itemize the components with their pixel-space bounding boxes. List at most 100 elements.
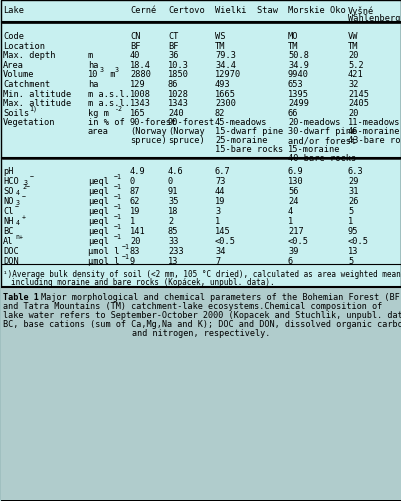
Text: <0.5: <0.5	[287, 237, 308, 246]
Text: μeql: μeql	[88, 217, 109, 226]
Text: 1343: 1343	[168, 99, 188, 108]
Text: 87: 87	[130, 187, 140, 196]
Text: (Norway: (Norway	[130, 127, 166, 136]
Text: Certovo: Certovo	[168, 6, 204, 15]
Text: 1850: 1850	[168, 70, 188, 79]
Text: 15-dwarf pine: 15-dwarf pine	[215, 127, 283, 136]
Text: 1395: 1395	[287, 89, 308, 98]
Text: ha: ha	[88, 61, 98, 70]
Text: 1: 1	[287, 217, 292, 226]
Text: −1: −1	[114, 204, 122, 210]
Text: μeql: μeql	[88, 187, 109, 196]
Text: area: area	[88, 127, 109, 136]
Text: 5: 5	[347, 207, 352, 216]
Text: Vyšné: Vyšné	[347, 6, 373, 16]
Text: 6.7: 6.7	[215, 167, 230, 176]
Text: 4.6: 4.6	[168, 167, 183, 176]
Text: 62: 62	[130, 197, 140, 206]
Text: 19: 19	[130, 207, 140, 216]
Text: m: m	[105, 70, 115, 79]
Text: in % of: in % of	[88, 118, 124, 127]
Text: −: −	[15, 204, 19, 210]
Text: 3: 3	[24, 180, 28, 186]
Text: 15-bare rocks: 15-bare rocks	[215, 145, 283, 154]
Text: 83: 83	[130, 247, 140, 256]
Text: BC: BC	[3, 227, 14, 236]
Text: 130: 130	[287, 177, 303, 186]
Text: 6: 6	[287, 257, 292, 266]
Text: TM: TM	[347, 42, 358, 51]
Text: 2145: 2145	[347, 89, 368, 98]
Text: 0: 0	[168, 177, 173, 186]
Text: 217: 217	[287, 227, 303, 236]
Text: 91: 91	[168, 187, 178, 196]
Text: −1: −1	[114, 234, 122, 240]
Text: 4: 4	[16, 190, 20, 196]
Text: m a.s.l.: m a.s.l.	[88, 99, 130, 108]
Text: and/or forest: and/or forest	[287, 136, 355, 145]
Text: 493: 493	[215, 80, 230, 89]
Text: 13: 13	[347, 247, 358, 256]
Text: kg m: kg m	[88, 109, 109, 118]
Text: 3: 3	[115, 67, 119, 73]
Text: 34.9: 34.9	[287, 61, 308, 70]
Text: 85: 85	[168, 227, 178, 236]
Text: Max. altitude: Max. altitude	[3, 99, 71, 108]
Text: μeql: μeql	[88, 197, 109, 206]
Text: 1: 1	[347, 217, 352, 226]
Text: 9940: 9940	[287, 70, 308, 79]
Text: μeql: μeql	[88, 227, 109, 236]
Text: and nitrogen, respectively.: and nitrogen, respectively.	[132, 329, 269, 338]
Text: Lake: Lake	[3, 6, 24, 15]
Text: HCO: HCO	[3, 177, 19, 186]
Text: 4.9: 4.9	[130, 167, 146, 176]
Text: 15-moraine: 15-moraine	[287, 145, 340, 154]
Text: TM: TM	[287, 42, 298, 51]
Text: 82: 82	[215, 109, 225, 118]
Text: 1665: 1665	[215, 89, 235, 98]
Text: Cl: Cl	[3, 207, 14, 216]
Text: <0.5: <0.5	[215, 237, 235, 246]
Text: Min. altitude: Min. altitude	[3, 89, 71, 98]
Text: 1343: 1343	[130, 99, 151, 108]
Text: μmol l: μmol l	[88, 247, 119, 256]
Text: −1: −1	[114, 174, 122, 180]
Text: μeql: μeql	[88, 177, 109, 186]
Text: −1: −1	[122, 254, 130, 260]
Text: 24: 24	[287, 197, 298, 206]
Text: μeql: μeql	[88, 237, 109, 246]
Text: 1): 1)	[29, 106, 37, 112]
Text: Vegetation: Vegetation	[3, 118, 55, 127]
Text: Max. depth: Max. depth	[3, 51, 55, 60]
Text: m: m	[88, 51, 93, 60]
Text: −1: −1	[114, 194, 122, 200]
Text: −1: −1	[114, 214, 122, 220]
Text: 20: 20	[347, 51, 358, 60]
Text: 2300: 2300	[215, 99, 235, 108]
Text: 45-meadows: 45-meadows	[215, 118, 267, 127]
Text: BF: BF	[130, 42, 140, 51]
Text: 34: 34	[215, 247, 225, 256]
Text: Location: Location	[3, 42, 45, 51]
Text: 18.4: 18.4	[130, 61, 151, 70]
Text: 2−: 2−	[22, 184, 30, 190]
Text: <0.5: <0.5	[347, 237, 368, 246]
Text: 3: 3	[100, 67, 104, 73]
Text: and Tatra Mountains (TM) catchment-lake ecosystems.Chemical composition of: and Tatra Mountains (TM) catchment-lake …	[3, 302, 381, 311]
Text: CN: CN	[130, 32, 140, 41]
Text: Wählenbergovo: Wählenbergovo	[347, 14, 401, 23]
Text: 5.2: 5.2	[347, 61, 363, 70]
Text: 86: 86	[168, 80, 178, 89]
Text: Morskie Oko: Morskie Oko	[287, 6, 345, 15]
Text: 5: 5	[347, 257, 352, 266]
Text: SO: SO	[3, 187, 14, 196]
Text: 141: 141	[130, 227, 146, 236]
Text: 10.3: 10.3	[168, 61, 188, 70]
Text: 240: 240	[168, 109, 183, 118]
Text: 1008: 1008	[130, 89, 151, 98]
Text: 46-moraine: 46-moraine	[347, 127, 399, 136]
Text: 39: 39	[287, 247, 298, 256]
Text: 20: 20	[347, 109, 358, 118]
Text: 2405: 2405	[347, 99, 368, 108]
Text: 3: 3	[16, 200, 20, 206]
